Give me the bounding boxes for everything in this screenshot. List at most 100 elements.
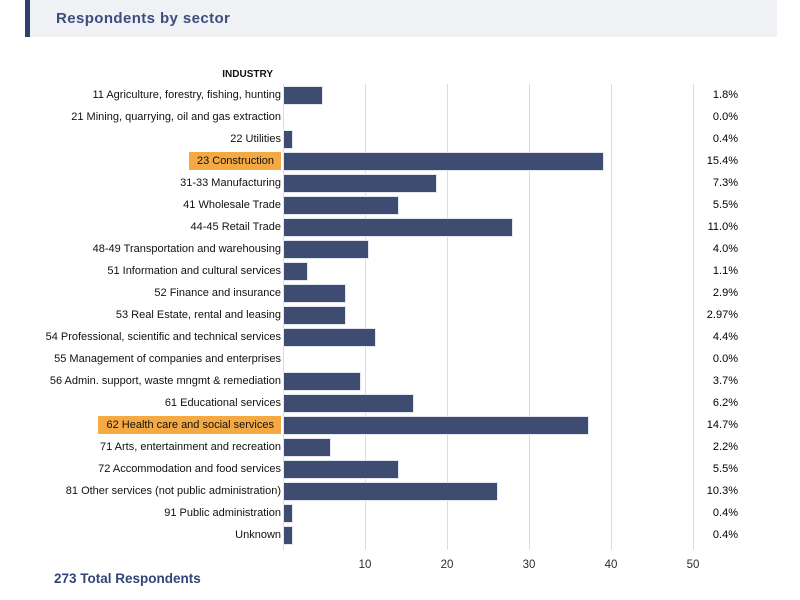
- percent-label: 4.4%: [712, 331, 738, 343]
- chart-row: 71 Arts, entertainment and recreation 2.2…: [0, 436, 800, 458]
- highlighted-category-label[interactable]: 62 Health care and social services: [98, 416, 281, 434]
- category-label[interactable]: 21 Mining, quarrying, oil and gas extrac…: [71, 111, 281, 123]
- chart-row: 91 Public administration 0.4%: [0, 502, 800, 524]
- category-label[interactable]: 23 Construction: [0, 150, 281, 172]
- percent-label: 0.0%: [712, 353, 738, 365]
- percent-label: 3.7%: [712, 375, 738, 387]
- chart-row: 41 Wholesale Trade 5.5%: [0, 194, 800, 216]
- chart-row: Unknown 0.4%: [0, 524, 800, 546]
- category-label[interactable]: 91 Public administration: [164, 507, 281, 519]
- header-accent-stripe: [25, 0, 30, 37]
- bar[interactable]: [283, 262, 308, 281]
- gridline: [447, 84, 448, 550]
- chart-row: 81 Other services (not public administra…: [0, 480, 800, 502]
- percent-label: 2.97%: [706, 309, 738, 321]
- chart-row: 48-49 Transportation and warehousing 4.0%: [0, 238, 800, 260]
- chart-row: 11 Agriculture, forestry, fishing, hunti…: [0, 84, 800, 106]
- percent-label: 5.5%: [712, 199, 738, 211]
- chart-row: 52 Finance and insurance 2.9%: [0, 282, 800, 304]
- page-title: Respondents by sector: [56, 10, 231, 27]
- category-label[interactable]: 41 Wholesale Trade: [183, 199, 281, 211]
- gridline: [693, 84, 694, 550]
- bar[interactable]: [283, 460, 399, 479]
- percent-label: 7.3%: [712, 177, 738, 189]
- chart-row: 22 Utilities 0.4%: [0, 128, 800, 150]
- chart-row: 31-33 Manufacturing 7.3%: [0, 172, 800, 194]
- percent-label: 1.1%: [712, 265, 738, 277]
- bar[interactable]: [283, 306, 346, 325]
- percent-label: 2.2%: [712, 441, 738, 453]
- category-label[interactable]: 53 Real Estate, rental and leasing: [115, 309, 281, 321]
- x-axis-tick-label: 30: [522, 559, 536, 571]
- chart-row: 61 Educational services 6.2%: [0, 392, 800, 414]
- percent-label: 6.2%: [712, 397, 738, 409]
- category-label[interactable]: 52 Finance and insurance: [154, 287, 281, 299]
- bar[interactable]: [283, 284, 346, 303]
- bar[interactable]: [283, 174, 437, 193]
- category-label[interactable]: 56 Admin. support, waste mngmt & remedia…: [49, 375, 281, 387]
- total-respondents-label: 273 Total Respondents: [54, 571, 201, 586]
- x-axis-tick-label: 20: [440, 559, 454, 571]
- percent-label: 1.8%: [712, 89, 738, 101]
- bar[interactable]: [283, 438, 331, 457]
- percent-label: 0.4%: [712, 507, 738, 519]
- highlighted-category-label[interactable]: 23 Construction: [188, 152, 281, 170]
- category-label[interactable]: 72 Accommodation and food services: [98, 463, 281, 475]
- chart-row: 54 Professional, scientific and technica…: [0, 326, 800, 348]
- bar[interactable]: [283, 482, 498, 501]
- gridline: [611, 84, 612, 550]
- bar[interactable]: [283, 152, 605, 171]
- bar[interactable]: [283, 130, 293, 149]
- bar[interactable]: [283, 218, 513, 237]
- category-label[interactable]: 81 Other services (not public administra…: [65, 485, 281, 497]
- percent-label: 11.0%: [707, 221, 738, 233]
- percent-label: 0.4%: [712, 529, 738, 541]
- category-label[interactable]: 51 Information and cultural services: [107, 265, 281, 277]
- chart-row: 44-45 Retail Trade 11.0%: [0, 216, 800, 238]
- bar[interactable]: [283, 394, 415, 413]
- x-axis-tick-label: 10: [358, 559, 372, 571]
- percent-label: 15.4%: [706, 155, 738, 167]
- category-label[interactable]: 55 Management of companies and enterpris…: [54, 353, 281, 365]
- chart-row: 21 Mining, quarrying, oil and gas extrac…: [0, 106, 800, 128]
- bar[interactable]: [283, 504, 293, 523]
- chart-row: 53 Real Estate, rental and leasing 2.97%: [0, 304, 800, 326]
- bar[interactable]: [283, 196, 399, 215]
- chart-row: 23 Construction 15.4%: [0, 150, 800, 172]
- x-axis-tick-label: 40: [604, 559, 618, 571]
- header-band: Respondents by sector: [25, 0, 777, 37]
- bar[interactable]: [283, 372, 361, 391]
- percent-label: 14.7%: [706, 419, 738, 431]
- category-label[interactable]: 22 Utilities: [230, 133, 281, 145]
- percent-label: 0.4%: [712, 133, 738, 145]
- chart-row: 62 Health care and social services 14.7%: [0, 414, 800, 436]
- bar[interactable]: [283, 240, 369, 259]
- industry-column-header: INDUSTRY: [222, 69, 273, 80]
- bar[interactable]: [283, 328, 377, 347]
- chart-row: 72 Accommodation and food services 5.5%: [0, 458, 800, 480]
- gridline: [365, 84, 366, 550]
- category-label[interactable]: Unknown: [235, 529, 281, 541]
- chart-row: 55 Management of companies and enterpris…: [0, 348, 800, 370]
- category-label[interactable]: 61 Educational services: [164, 397, 281, 409]
- bar[interactable]: [283, 86, 323, 105]
- gridline: [529, 84, 530, 550]
- percent-label: 2.9%: [712, 287, 738, 299]
- chart-row: 56 Admin. support, waste mngmt & remedia…: [0, 370, 800, 392]
- x-axis-tick-label: 50: [686, 559, 700, 571]
- category-label[interactable]: 11 Agriculture, forestry, fishing, hunti…: [92, 89, 281, 101]
- category-label[interactable]: 44-45 Retail Trade: [190, 221, 282, 233]
- percent-label: 0.0%: [712, 111, 738, 123]
- bar[interactable]: [283, 416, 589, 435]
- category-label[interactable]: 31-33 Manufacturing: [180, 177, 281, 189]
- category-label[interactable]: 54 Professional, scientific and technica…: [45, 331, 281, 343]
- category-label[interactable]: 48-49 Transportation and warehousing: [92, 243, 281, 255]
- percent-label: 5.5%: [712, 463, 738, 475]
- bar[interactable]: [283, 526, 293, 545]
- category-label[interactable]: 71 Arts, entertainment and recreation: [100, 441, 281, 453]
- category-label[interactable]: 62 Health care and social services: [0, 414, 281, 436]
- percent-label: 4.0%: [712, 243, 738, 255]
- percent-label: 10.3%: [706, 485, 738, 497]
